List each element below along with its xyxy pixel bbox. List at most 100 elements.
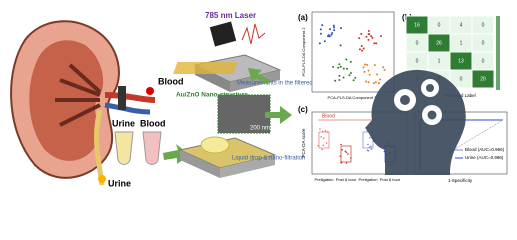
panel-a: (a) PCA-PLS-DA Component 2 PCA-PLS-DA Co… [298,11,395,100]
dot [370,148,373,150]
box [340,145,352,163]
dot [369,136,371,139]
dot [360,32,363,35]
dot [349,72,352,75]
group-label: Blood [322,113,335,119]
dot [327,35,330,38]
dot [379,35,382,38]
dot [342,67,345,70]
axis-label: PCA-PLS-DA Component 2 [301,27,306,77]
dot [368,146,371,149]
dot [358,48,361,51]
dot [345,162,348,164]
dot [376,73,379,76]
dot [342,76,345,79]
dot [370,35,373,38]
dot [319,32,322,35]
axis-label: PCA-PLS-DA Component 1 [328,95,378,100]
dot [318,42,321,45]
panel-label: (a) [298,13,308,22]
dot [332,65,335,68]
substrate-label: Au/ZnO Nano-structure [176,92,248,99]
dot [338,74,341,77]
filtration-label: Liquid drop & nano-filtration [232,156,305,162]
urine-label: Urine [108,178,131,188]
dot [328,28,331,31]
dot [331,32,334,35]
matrix-value: 0 [482,58,485,64]
matrix-value: 16 [414,22,420,28]
dot [341,148,344,151]
dot [345,151,348,154]
dot [337,66,340,69]
dot [322,144,325,147]
box [318,131,330,149]
dot [333,26,336,29]
dot [346,67,349,70]
matrix-value: 0 [416,40,419,46]
dot [330,33,333,36]
dot [339,27,342,30]
dot [377,82,380,85]
dot [382,66,385,69]
dot [323,40,326,43]
figure: Blood Urine Urine Blood 785 nm Laser Mea… [10,11,508,188]
dot [363,70,366,73]
dot [367,69,370,72]
dot [340,143,342,146]
dot [368,33,371,36]
dot [365,80,368,83]
dot [374,81,377,84]
panel-label: (c) [298,105,308,114]
dot [361,49,364,52]
dot [367,81,370,84]
dot [332,24,335,27]
dot [326,131,329,133]
dot [365,35,368,38]
dot [378,78,381,81]
x-tick-label: Post 8 hour [336,177,357,182]
matrix-value: 1 [438,58,441,64]
x-tick-label: Preligation [359,177,378,182]
dot [358,37,361,40]
dot [372,82,375,85]
dot [345,58,348,61]
axis-label: 1-Specificity [448,178,473,183]
matrix-value: 0 [482,22,485,28]
dot [322,137,325,139]
x-tick-label: Preligation [315,177,334,182]
matrix-value: 0 [482,40,485,46]
panel-b: (b) 16040026100113000020 Predicted Label [402,13,500,98]
blood-label: Blood [158,76,184,86]
matrix-cell [471,69,495,89]
matrix-value: 0 [460,76,463,82]
dot [339,155,342,158]
dot [371,36,374,39]
legend-label: Blood (AUC=0.966) [465,147,505,152]
matrix-value: 1 [460,40,463,46]
dot [373,64,376,67]
matrix-value: 13 [458,58,464,64]
dot [367,149,370,152]
dot [352,79,355,82]
dot [333,29,336,32]
blood-sample-label: Blood [140,118,166,128]
dot [320,136,323,138]
dot [375,42,378,45]
dot [367,29,370,32]
dot [362,47,365,50]
dot [339,65,342,68]
dot [373,42,376,45]
dot [383,150,386,153]
measurement-label: Measurements in the filtered area [237,81,327,87]
axis-label: PCA-DA score [301,128,306,158]
dot [344,150,347,153]
dot [339,44,342,47]
laser-label: 785 nm Laser [205,11,256,20]
x-tick-label: Post 8 hour [380,177,401,182]
dot [334,79,337,82]
dot [367,143,369,146]
dot [338,79,341,82]
dot [350,157,352,159]
dot [319,128,321,130]
